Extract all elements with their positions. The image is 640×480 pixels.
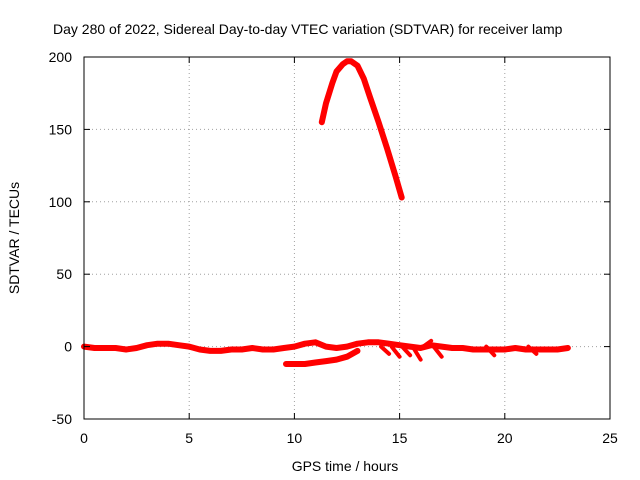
series-spike	[389, 344, 402, 359]
series-spike	[410, 344, 423, 362]
series-spike	[431, 344, 444, 359]
series-line-sdtvar-lower-branch	[283, 347, 361, 367]
x-tick-label: 0	[80, 430, 88, 446]
series-spike	[526, 344, 539, 356]
plot-frame	[83, 56, 611, 420]
y-tick-label: 200	[49, 49, 73, 65]
x-tick-label: 15	[392, 430, 408, 446]
x-tick-label: 20	[497, 430, 513, 446]
chart-title: Day 280 of 2022, Sidereal Day-to-day VTE…	[53, 21, 563, 37]
x-tick-label: 5	[185, 430, 193, 446]
axis-ticks: 0 5 10 15 20 25 -50 0 50 100 150 200	[49, 49, 618, 446]
x-axis-label: GPS time / hours	[292, 458, 399, 474]
series-spike	[484, 344, 497, 358]
x-tick-label: 25	[602, 430, 618, 446]
y-tick-label: 0	[64, 339, 72, 355]
y-tick-label: 50	[56, 266, 72, 282]
series-spike	[379, 344, 392, 356]
series-spike	[400, 344, 413, 358]
y-tick-label: -50	[52, 411, 72, 427]
series-spike	[421, 338, 434, 349]
y-tick-label: 150	[49, 121, 73, 137]
y-tick-label: 100	[49, 194, 73, 210]
data-series	[81, 58, 571, 367]
x-tick-label: 10	[287, 430, 303, 446]
y-axis-label: SDTVAR / TECUs	[6, 182, 22, 294]
grid-lines	[84, 57, 610, 419]
series-line-sdtvar-peak-arc	[318, 58, 405, 201]
